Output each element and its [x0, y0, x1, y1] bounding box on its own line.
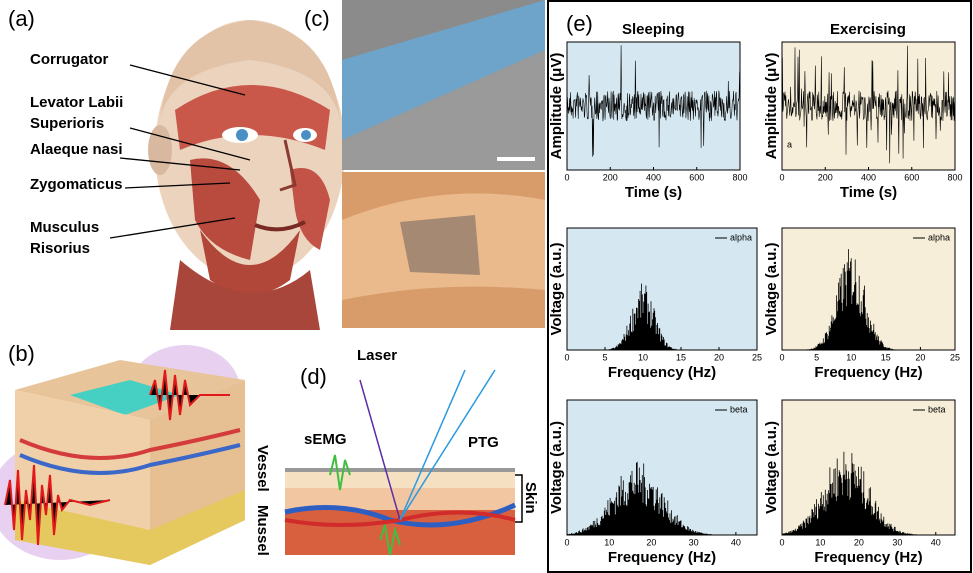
- layer-diagram: [285, 370, 522, 555]
- x-tick-label: 10: [815, 537, 825, 547]
- photo-panels: [342, 0, 545, 328]
- x-tick-label: 800: [947, 172, 962, 182]
- panel-label: (d): [300, 364, 327, 389]
- y-axis-label: Voltage (a.u.): [548, 421, 565, 514]
- x-tick-label: 200: [818, 172, 833, 182]
- x-tick-label: 5: [814, 352, 819, 362]
- figure: (a) (b) (c) (d) (e) Laser sEMG PTG Vesse…: [0, 0, 973, 573]
- x-tick-label: 25: [950, 352, 960, 362]
- diagram-label: sEMG: [304, 431, 347, 448]
- diagram-label: Skin: [522, 482, 539, 514]
- panel-label: (b): [8, 341, 35, 366]
- x-tick-label: 400: [861, 172, 876, 182]
- x-tick-label: 10: [638, 352, 648, 362]
- y-axis-label: Voltage (a.u.): [763, 421, 780, 514]
- legend-label: beta: [928, 404, 946, 414]
- panel-label: (a): [8, 6, 35, 31]
- panel-label: (c): [304, 6, 330, 31]
- diagram-label: Laser: [357, 347, 397, 364]
- x-tick-label: 30: [892, 537, 902, 547]
- legend-label: beta: [730, 404, 748, 414]
- column-title: Exercising: [830, 21, 906, 38]
- x-tick-label: 0: [779, 352, 784, 362]
- y-axis-label: Voltage (a.u.): [763, 242, 780, 335]
- diagram-label: Vessel: [254, 445, 271, 492]
- x-tick-label: 600: [904, 172, 919, 182]
- x-tick-label: 15: [881, 352, 891, 362]
- x-axis-label: Frequency (Hz): [814, 364, 922, 381]
- face-illustration: [148, 20, 345, 330]
- x-axis-label: Frequency (Hz): [814, 549, 922, 566]
- x-tick-label: 0: [564, 352, 569, 362]
- x-tick-label: 0: [779, 172, 784, 182]
- plot-annotation: a: [787, 139, 792, 149]
- x-tick-label: 5: [602, 352, 607, 362]
- x-tick-label: 25: [752, 352, 762, 362]
- diagram-label: PTG: [468, 434, 499, 451]
- x-tick-label: 30: [689, 537, 699, 547]
- x-tick-label: 10: [604, 537, 614, 547]
- x-tick-label: 20: [854, 537, 864, 547]
- x-tick-label: 200: [603, 172, 618, 182]
- x-axis-label: Time (s): [625, 184, 682, 201]
- muscle-label: Musculus: [30, 219, 99, 236]
- muscle-label: Zygomaticus: [30, 176, 123, 193]
- muscle-label: Corrugator: [30, 51, 108, 68]
- legend-label: alpha: [730, 232, 752, 242]
- plot-background: [567, 228, 757, 350]
- x-tick-label: 10: [846, 352, 856, 362]
- x-tick-label: 600: [689, 172, 704, 182]
- x-axis-label: Frequency (Hz): [608, 549, 716, 566]
- x-tick-label: 800: [732, 172, 747, 182]
- x-tick-label: 40: [931, 537, 941, 547]
- x-tick-label: 20: [714, 352, 724, 362]
- y-axis-label: Voltage (a.u.): [548, 242, 565, 335]
- muscle-label: Levator Labii: [30, 94, 123, 111]
- x-tick-label: 20: [646, 537, 656, 547]
- muscle-label: Risorius: [30, 240, 90, 257]
- panel-label: (e): [566, 11, 593, 36]
- x-tick-label: 400: [646, 172, 661, 182]
- x-tick-label: 15: [676, 352, 686, 362]
- muscle-label: Superioris: [30, 115, 104, 132]
- legend-label: alpha: [928, 232, 950, 242]
- y-axis-label: Amplitude (μV): [763, 53, 780, 160]
- muscle-label: Alaeque nasi: [30, 141, 123, 158]
- y-axis-label: Amplitude (μV): [548, 53, 565, 160]
- x-tick-label: 0: [779, 537, 784, 547]
- x-axis-label: Time (s): [840, 184, 897, 201]
- x-axis-label: Frequency (Hz): [608, 364, 716, 381]
- diagram-label: Mussel: [254, 505, 271, 556]
- column-title: Sleeping: [622, 21, 685, 38]
- x-tick-label: 20: [915, 352, 925, 362]
- x-tick-label: 40: [731, 537, 741, 547]
- x-tick-label: 0: [564, 537, 569, 547]
- x-tick-label: 0: [564, 172, 569, 182]
